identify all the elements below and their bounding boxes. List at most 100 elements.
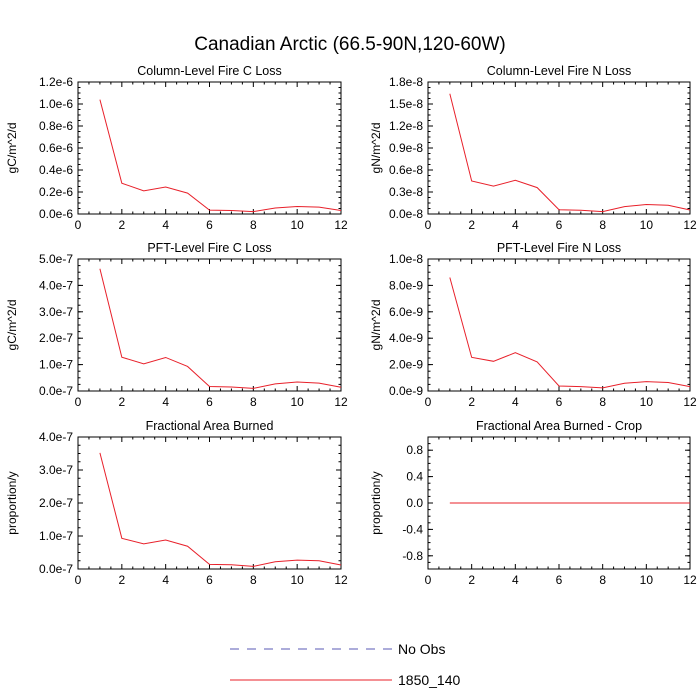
legend-label-1850-140: 1850_140 [398, 672, 461, 688]
x-tick-label: 2 [118, 395, 125, 409]
series-line [99, 99, 342, 213]
y-axis-label: gC/m^2/d [5, 123, 19, 174]
panel-title: Fractional Area Burned - Crop [476, 419, 642, 433]
y-axis-label: proportion/y [5, 471, 19, 534]
x-tick-label: 10 [290, 573, 304, 587]
y-axis-label: proportion/y [369, 471, 383, 534]
y-tick-label: 0.3e-8 [389, 185, 423, 199]
y-tick-label: 0.4 [406, 470, 423, 484]
y-tick-label: 0.8e-6 [39, 119, 73, 133]
chart-panel-1: Column-Level Fire C Loss gC/m^2/d 0 2 4 6 8 10 1… [5, 64, 348, 232]
x-tick-label: 6 [556, 573, 563, 587]
y-tick-label: 2.0e-7 [39, 331, 73, 345]
plot-frame [427, 258, 691, 392]
chart-panel-2: Column-Level Fire N Loss gN/m^2/d 0 2 4 6 8 10 1… [369, 64, 697, 232]
chart-panel-4: PFT-Level Fire N Loss gN/m^2/d 0 2 4 6 8 10 12 0.… [369, 241, 697, 409]
x-tick-label: 2 [118, 573, 125, 587]
y-tick-label: 1.0e-7 [39, 529, 73, 543]
y-tick-label: 0.0 [406, 496, 423, 510]
x-tick-label: 4 [512, 573, 519, 587]
x-tick-label: 10 [640, 218, 654, 232]
legend: No Obs 1850_140 [230, 641, 461, 688]
x-tick-label: 0 [75, 573, 82, 587]
x-tick-label: 8 [250, 573, 257, 587]
x-tick-label: 12 [683, 573, 697, 587]
y-tick-label: 0.8 [406, 443, 423, 457]
y-tick-label: 0.2e-6 [39, 185, 73, 199]
series-line [449, 277, 691, 389]
x-tick-label: 6 [556, 395, 563, 409]
y-tick-label: 1.2e-8 [389, 119, 423, 133]
y-tick-label: 0.4e-6 [39, 163, 73, 177]
plot-frame [427, 81, 691, 215]
y-tick-label: 1.0e-8 [389, 252, 423, 266]
x-tick-label: 4 [162, 218, 169, 232]
y-tick-label: 1.0e-6 [39, 97, 73, 111]
chart-panel-3: PFT-Level Fire C Loss gC/m^2/d 0 2 4 6 8 10 12 0.… [5, 241, 348, 409]
y-tick-label: 0.0e-7 [39, 562, 73, 576]
y-tick-label: 5.0e-7 [39, 252, 73, 266]
x-tick-label: 10 [640, 573, 654, 587]
y-tick-label: 0.0e-8 [389, 207, 423, 221]
chart-panel-6: Fractional Area Burned - Crop proportion/… [369, 419, 697, 587]
plot-frame [77, 436, 342, 570]
x-tick-label: 8 [250, 395, 257, 409]
x-tick-label: 2 [118, 218, 125, 232]
x-tick-label: 2 [468, 395, 475, 409]
x-tick-label: 4 [162, 395, 169, 409]
panel-title: Column-Level Fire C Loss [137, 64, 282, 78]
x-tick-label: 4 [162, 573, 169, 587]
y-tick-label: 4.0e-9 [389, 331, 423, 345]
x-tick-label: 8 [599, 218, 606, 232]
x-tick-label: 0 [75, 395, 82, 409]
x-tick-label: 6 [206, 218, 213, 232]
x-tick-label: 12 [334, 395, 348, 409]
series-line [99, 452, 342, 567]
x-tick-label: 6 [206, 395, 213, 409]
x-tick-label: 8 [599, 573, 606, 587]
y-tick-label: 2.0e-7 [39, 496, 73, 510]
panel-title: Column-Level Fire N Loss [487, 64, 632, 78]
y-tick-label: 0.9e-8 [389, 141, 423, 155]
y-tick-label: 0.6e-6 [39, 141, 73, 155]
y-tick-label: 4.0e-7 [39, 278, 73, 292]
x-tick-label: 2 [468, 573, 475, 587]
panel-title: PFT-Level Fire C Loss [147, 241, 271, 255]
x-tick-label: 8 [250, 218, 257, 232]
x-tick-label: 2 [468, 218, 475, 232]
series-line [99, 268, 342, 389]
x-tick-label: 12 [334, 218, 348, 232]
plot-frame [77, 81, 342, 215]
legend-label-no-obs: No Obs [398, 641, 445, 657]
x-tick-label: 8 [599, 395, 606, 409]
y-tick-label: 0.0e-6 [39, 207, 73, 221]
y-tick-label: 6.0e-9 [389, 305, 423, 319]
y-tick-label: 0.0e-9 [389, 384, 423, 398]
y-tick-label: -0.8 [402, 549, 423, 563]
plot-frame [77, 258, 342, 392]
x-tick-label: 0 [425, 573, 432, 587]
y-tick-label: 3.0e-7 [39, 305, 73, 319]
chart-panel-5: Fractional Area Burned proportion/y 0 2 4 6 8 1… [5, 419, 348, 587]
y-tick-label: 2.0e-9 [389, 358, 423, 372]
y-tick-label: 8.0e-9 [389, 278, 423, 292]
x-tick-label: 6 [206, 573, 213, 587]
x-tick-label: 10 [290, 218, 304, 232]
y-axis-label: gC/m^2/d [5, 300, 19, 351]
panel-title: Fractional Area Burned [146, 419, 274, 433]
x-tick-label: 4 [512, 395, 519, 409]
y-tick-label: -0.4 [402, 522, 423, 536]
y-tick-label: 4.0e-7 [39, 430, 73, 444]
y-axis-label: gN/m^2/d [369, 123, 383, 174]
x-tick-label: 10 [640, 395, 654, 409]
x-tick-label: 12 [334, 573, 348, 587]
y-tick-label: 3.0e-7 [39, 463, 73, 477]
y-tick-label: 1.8e-8 [389, 75, 423, 89]
x-tick-label: 10 [290, 395, 304, 409]
y-tick-label: 0.6e-8 [389, 163, 423, 177]
y-axis-label: gN/m^2/d [369, 300, 383, 351]
y-tick-label: 0.0e-7 [39, 384, 73, 398]
x-tick-label: 4 [512, 218, 519, 232]
figure-title: Canadian Arctic (66.5-90N,120-60W) [194, 34, 506, 55]
